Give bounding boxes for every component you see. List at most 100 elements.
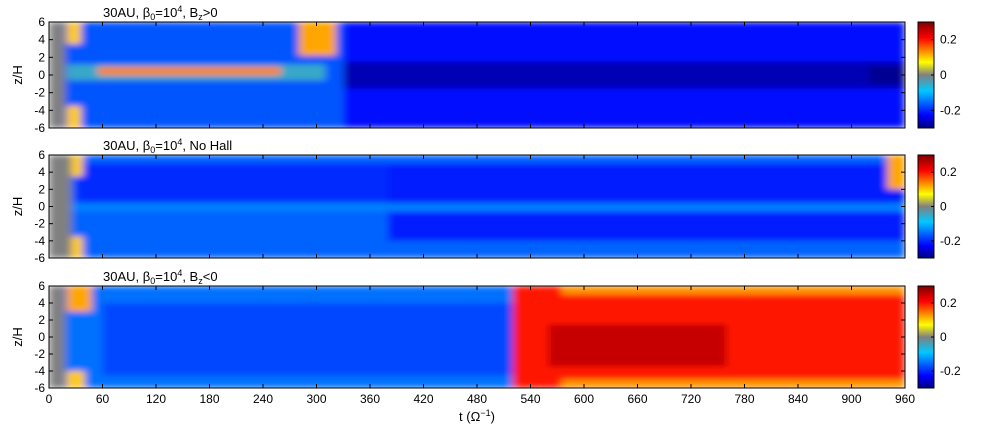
heat-region [71,236,83,258]
y-tick-label: 4 [38,296,45,310]
heatmap-panel-1 [49,22,905,128]
colorbar-tick-label: 0 [940,200,947,214]
title-part-suffix_sub: z [198,276,203,286]
colorbar-tick-label: 0.2 [940,33,957,47]
panel-title: 30AU, β0=104, No Hall [103,137,232,155]
y-tick-label: 2 [38,182,45,196]
heat-region [71,203,905,212]
y-tick-label: 0 [38,200,45,214]
y-tick-label: 0 [38,68,45,82]
y-tick-label: 2 [38,313,45,327]
y-tick-label: 4 [38,33,45,47]
colorbar-1: 0.2 0 -0.2 [917,21,961,129]
title-part-suffix_post: <0 [203,269,218,284]
colorbar-tick-label: -0.2 [940,234,961,248]
x-tick-label: 360 [360,392,380,406]
x-tick-label: 600 [574,392,594,406]
title-part-suffix_sub: z [198,12,203,22]
x-axis-label-label-exp: −1 [480,408,490,418]
x-tick-label: 720 [681,392,701,406]
heat-region [387,163,905,241]
heatmap-panel-3 [49,286,905,388]
panel-title: 30AU, β0=104, Bz<0 [103,268,218,286]
x-tick-label: 420 [413,392,433,406]
heat-region [66,22,82,45]
y-tick-label: 6 [38,279,45,293]
title-part-sup: 4 [177,137,182,147]
title-part-suffix_post: >0 [203,5,218,20]
heat-region [561,379,905,388]
heat-region [49,286,66,388]
colorbar-tick-label: 0.2 [940,165,957,179]
x-tick-label: 240 [253,392,273,406]
x-tick-label: 900 [841,392,861,406]
title-part-prefix: 30AU, β [103,269,150,284]
x-tick-label: 60 [96,392,110,406]
panel-title: 30AU, β0=104, Bz>0 [103,4,218,22]
y-tick-label: -6 [34,381,45,395]
y-tick-label: 6 [38,15,45,29]
x-tick-label: 300 [306,392,326,406]
heatmap-panel-2 [49,155,905,258]
heat-region [869,66,905,84]
heat-region [98,67,281,75]
heat-region [66,105,82,128]
title-part-sub: 0 [150,12,155,22]
y-tick-label: -2 [34,86,45,100]
heat-region [548,324,727,367]
x-axis-label: t (Ω−1) [459,408,495,424]
colorbar-tick-label: 0.2 [940,296,957,310]
heat-region [75,163,388,203]
y-tick-label: 2 [38,50,45,64]
x-axis-label-label-sym: Ω [471,409,481,424]
y-tick-label: 4 [38,165,45,179]
y-axis-label: z/H [10,327,25,347]
y-tick-label: -2 [34,217,45,231]
heat-region [66,286,92,312]
x-axis-label-label-close: ) [491,409,495,424]
heat-region [102,303,513,376]
heat-region [71,155,83,177]
x-tick-label: 780 [734,392,754,406]
x-tick-label: 960 [895,392,915,406]
title-part-sup: 4 [177,4,182,14]
colorbar-2: 0.2 0 -0.2 [917,154,961,259]
title-part-suffix_pre: , B [182,269,198,284]
colorbar-tick-label: 0 [940,68,947,82]
y-tick-label: -4 [34,234,45,248]
y-tick-label: 6 [38,148,45,162]
heat-region [66,371,85,388]
heat-region [298,22,337,56]
x-tick-label: 180 [199,392,219,406]
x-tick-label: 120 [146,392,166,406]
x-tick-label: 660 [627,392,647,406]
y-tick-label: -4 [34,364,45,378]
title-part-sub: 0 [150,276,155,286]
title-part-prefix: 30AU, β [103,5,150,20]
colorbar-3: 0.2 0 -0.2 [917,285,961,389]
y-tick-label: 0 [38,330,45,344]
title-part-suffix_pre: , B [182,5,198,20]
title-part-suffix_pre: , No Hall [182,138,232,153]
x-tick-label: 840 [788,392,808,406]
colorbar-tick-label: -0.2 [940,364,961,378]
heat-region [887,155,905,190]
x-tick-label: 480 [467,392,487,406]
title-part-mid: =10 [155,138,177,153]
heat-region [49,155,72,258]
title-part-sup: 4 [177,268,182,278]
y-tick-label: -4 [34,103,45,117]
heat-region [343,61,905,89]
x-tick-label: 0 [46,392,53,406]
colorbar-tick-label: -0.2 [940,103,961,117]
x-axis-label-label-main: t ( [459,409,471,424]
colorbar-tick-label: 0 [940,330,947,344]
x-tick-label: 540 [520,392,540,406]
y-tick-label: -6 [34,121,45,135]
heat-region [561,286,905,295]
